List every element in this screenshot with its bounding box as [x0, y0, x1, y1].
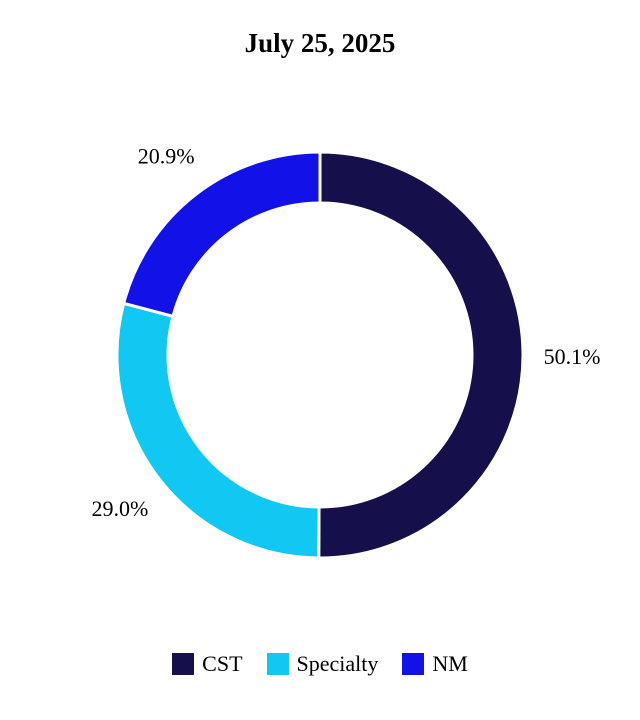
slice-label-specialty: 29.0% — [92, 496, 149, 521]
legend-item-cst[interactable]: CST — [172, 651, 243, 677]
legend-swatch-specialty — [266, 653, 289, 675]
slice-cst[interactable] — [317, 150, 525, 560]
chart-title: July 25, 2025 — [244, 28, 396, 58]
legend-label-specialty: Specialty — [296, 651, 379, 676]
donut-slices — [115, 150, 525, 560]
slice-nm[interactable] — [121, 150, 322, 319]
legend-swatch-nm — [402, 653, 425, 675]
legend-item-nm[interactable]: NM — [402, 651, 468, 677]
legend: CST Specialty NM — [0, 648, 640, 680]
slice-label-cst: 50.1% — [544, 344, 601, 369]
donut-value-labels: 50.1% 29.0% 20.9% — [92, 143, 601, 521]
legend-item-specialty[interactable]: Specialty — [266, 651, 379, 677]
legend-label-cst: CST — [202, 651, 243, 676]
legend-label-nm: NM — [432, 651, 468, 676]
slice-label-nm: 20.9% — [138, 143, 195, 168]
legend-swatch-cst — [172, 653, 195, 675]
slice-specialty[interactable] — [115, 301, 321, 560]
